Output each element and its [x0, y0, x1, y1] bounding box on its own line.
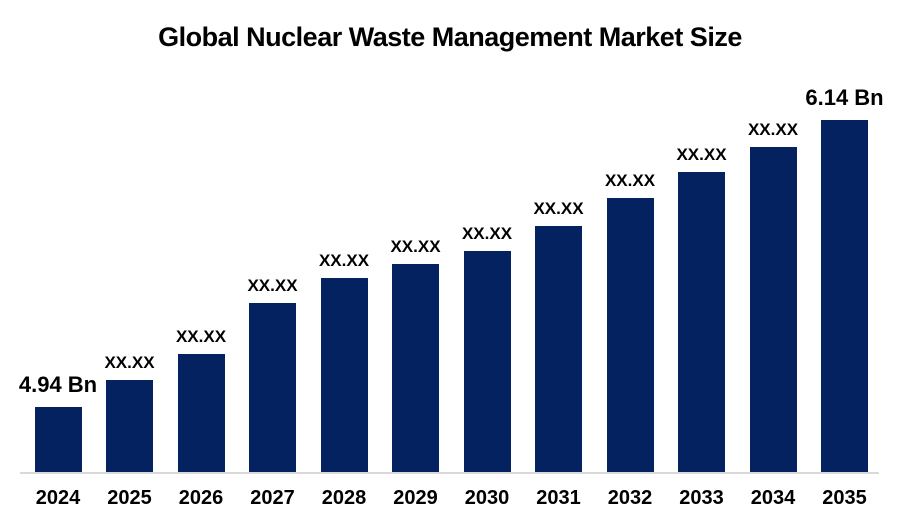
bar-value-label-2026: XX.XX [175, 327, 227, 346]
bar-value-label-2027: XX.XX [247, 276, 298, 295]
bar-value-label-2029: XX.XX [390, 237, 441, 256]
x-tick-label-2026: 2026 [178, 487, 224, 509]
x-tick-label-2029: 2029 [393, 487, 438, 509]
bar-2029 [392, 264, 439, 472]
x-tick-label-2024: 2024 [35, 487, 81, 509]
bar-value-label-2028: XX.XX [318, 251, 370, 270]
x-tick-label-2034: 2034 [750, 487, 796, 509]
x-tick-label-2032: 2032 [607, 487, 653, 509]
bar-value-label-2024: 4.94 Bn [18, 372, 98, 397]
bar-2024 [34, 407, 82, 472]
bar-2026 [177, 354, 225, 472]
bar-2032 [606, 198, 654, 472]
bar-value-label-2034: XX.XX [747, 120, 799, 139]
bar-2035 [821, 120, 868, 472]
bar-value-label-2025: XX.XX [104, 353, 155, 372]
bar-2031 [535, 226, 582, 472]
bar-2027 [249, 303, 296, 472]
x-tick-label-2025: 2025 [107, 487, 152, 509]
x-tick-label-2035: 2035 [822, 487, 867, 509]
bar-2025 [106, 380, 153, 472]
x-axis-line [20, 472, 879, 474]
bar-value-label-2030: XX.XX [461, 224, 513, 243]
bar-value-label-2031: XX.XX [533, 199, 584, 218]
bar-2033 [678, 172, 725, 472]
chart-title: Global Nuclear Waste Management Market S… [158, 22, 742, 52]
bar-2034 [749, 147, 797, 472]
x-tick-label-2028: 2028 [321, 487, 367, 509]
x-tick-label-2033: 2033 [679, 487, 724, 509]
x-tick-label-2027: 2027 [250, 487, 295, 509]
bar-value-label-2033: XX.XX [676, 145, 727, 164]
x-tick-label-2030: 2030 [464, 487, 510, 509]
bar-value-label-2032: XX.XX [604, 171, 656, 190]
x-tick-label-2031: 2031 [536, 487, 581, 509]
bar-2030 [463, 251, 511, 472]
bar-2028 [320, 278, 368, 472]
bar-value-label-2035: 6.14 Bn [805, 85, 884, 110]
